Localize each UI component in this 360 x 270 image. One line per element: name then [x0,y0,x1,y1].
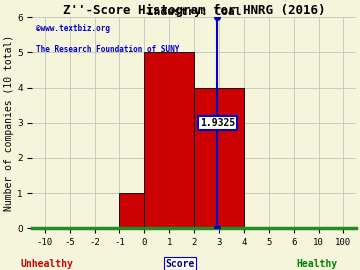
Y-axis label: Number of companies (10 total): Number of companies (10 total) [4,35,14,211]
Text: Unhealthy: Unhealthy [21,259,73,269]
Bar [194,87,244,228]
Text: ©www.textbiz.org: ©www.textbiz.org [36,23,110,33]
Text: Industry: Coal: Industry: Coal [147,7,241,17]
Bar [120,193,144,228]
Text: Score: Score [165,259,195,269]
Bar [144,52,194,228]
Title: Z''-Score Histogram for HNRG (2016): Z''-Score Histogram for HNRG (2016) [63,4,325,17]
Text: 1.9325: 1.9325 [200,118,235,128]
Text: The Research Foundation of SUNY: The Research Foundation of SUNY [36,45,179,54]
Text: Healthy: Healthy [296,259,337,269]
